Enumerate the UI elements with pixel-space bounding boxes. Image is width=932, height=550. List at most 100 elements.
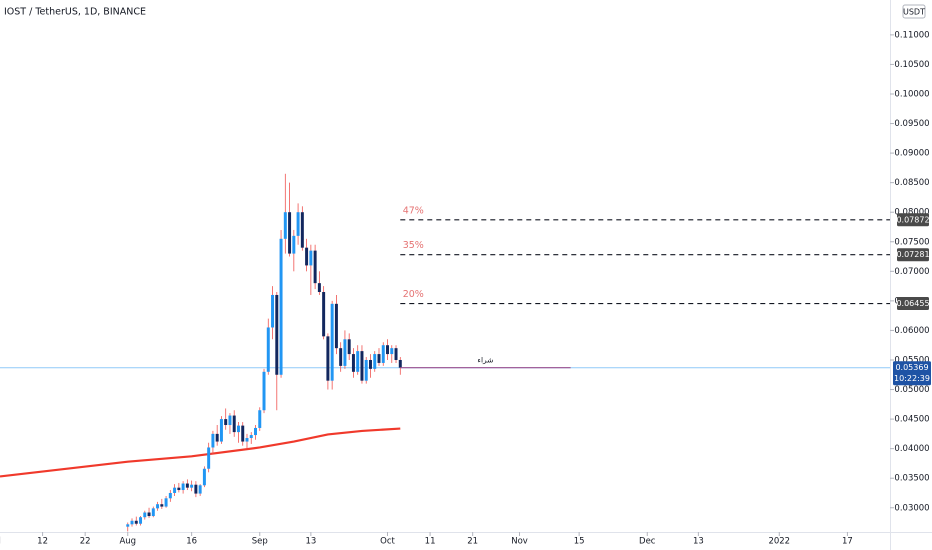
x-tick-label: 13 bbox=[305, 537, 316, 547]
candle-body bbox=[283, 212, 287, 239]
candle-body bbox=[317, 283, 321, 293]
candle-body bbox=[207, 447, 211, 469]
candle-body bbox=[262, 371, 266, 411]
x-tick-label: 22 bbox=[80, 537, 91, 547]
candle-body bbox=[288, 212, 292, 254]
level-tag bbox=[897, 213, 929, 227]
moving-average bbox=[0, 427, 401, 478]
candle-body bbox=[143, 512, 147, 518]
y-tick-label: 0.09000 bbox=[894, 149, 929, 159]
candle-body bbox=[156, 504, 160, 509]
candle-body bbox=[181, 483, 185, 491]
y-tick-label: 0.10000 bbox=[894, 89, 929, 99]
level-tag bbox=[897, 297, 929, 311]
candle-body bbox=[190, 484, 194, 488]
x-tick-label: 17 bbox=[842, 537, 853, 547]
candle-body bbox=[356, 351, 360, 372]
candle-body bbox=[160, 504, 164, 507]
y-tick-label: 0.08500 bbox=[894, 178, 929, 188]
candle-body bbox=[130, 520, 134, 525]
candle-body bbox=[398, 359, 402, 368]
candle-body bbox=[305, 247, 309, 266]
candle-body bbox=[275, 294, 279, 375]
currency-label[interactable]: USDT bbox=[903, 8, 925, 17]
x-tick-label: 11 bbox=[425, 537, 436, 547]
candle-body bbox=[351, 354, 355, 372]
candle-body bbox=[368, 359, 372, 369]
candle-body bbox=[139, 517, 143, 524]
candle-body bbox=[347, 339, 351, 355]
candle-body bbox=[236, 425, 240, 433]
candle-body bbox=[258, 410, 262, 428]
candle-body bbox=[390, 348, 394, 355]
candle-body bbox=[185, 483, 189, 488]
chart-title: IOST / TetherUS, 1D, BINANCE bbox=[4, 7, 146, 18]
x-tick-label: 13 bbox=[693, 537, 704, 547]
candle-body bbox=[168, 492, 172, 499]
candle-body bbox=[211, 433, 215, 448]
level-label: 47% bbox=[403, 205, 424, 216]
level-tag-label: 0.07281 bbox=[896, 250, 929, 259]
candle-body bbox=[292, 235, 296, 254]
candle-body bbox=[381, 345, 385, 363]
y-tick-label: 0.04000 bbox=[894, 444, 929, 454]
x-tick-label: Sep bbox=[252, 537, 268, 547]
countdown-label: 10:22:39 bbox=[894, 374, 930, 383]
y-tick-label: 0.10500 bbox=[894, 60, 929, 70]
buy-label: شراء bbox=[477, 356, 493, 365]
candle-body bbox=[215, 433, 219, 442]
y-tick-label: 0.07000 bbox=[894, 267, 929, 277]
candle-body bbox=[296, 212, 300, 236]
candle-body bbox=[241, 425, 245, 442]
candle-body bbox=[164, 498, 168, 507]
y-tick-label: 0.07500 bbox=[894, 237, 929, 247]
candle-body bbox=[313, 250, 317, 284]
y-tick-label: 0.08000 bbox=[894, 208, 929, 218]
x-tick-label: 21 bbox=[467, 537, 478, 547]
level-tag-label: 0.07872 bbox=[896, 215, 929, 224]
y-tick-label: 0.03000 bbox=[894, 503, 929, 513]
candle-body bbox=[271, 294, 275, 328]
x-tick-label: Jul bbox=[0, 537, 1, 547]
level-label: 20% bbox=[403, 289, 424, 300]
candle-body bbox=[386, 345, 390, 355]
candle-body bbox=[377, 354, 381, 363]
candle-body bbox=[300, 212, 304, 248]
last-price-label: 0.05369 bbox=[895, 363, 928, 372]
y-tick-label: 0.06000 bbox=[894, 326, 929, 336]
candle-body bbox=[232, 415, 236, 433]
currency-box[interactable] bbox=[902, 4, 926, 19]
candle-body bbox=[364, 359, 368, 381]
x-tick-label: 2022 bbox=[768, 537, 790, 547]
candle-body bbox=[173, 487, 177, 493]
candle-body bbox=[279, 238, 283, 375]
y-tick-label: 0.11000 bbox=[894, 30, 929, 40]
level-label: 35% bbox=[403, 240, 424, 251]
candle-body bbox=[322, 292, 326, 337]
candle-body bbox=[151, 508, 155, 517]
y-tick-label: 0.05500 bbox=[894, 355, 929, 365]
x-tick-label: Dec bbox=[639, 537, 656, 547]
x-tick-label: Oct bbox=[380, 537, 395, 547]
candle-body bbox=[254, 427, 257, 436]
candle-body bbox=[330, 303, 334, 381]
x-tick-label: Aug bbox=[119, 537, 136, 547]
level-tag bbox=[897, 248, 929, 262]
candle-body bbox=[394, 348, 398, 360]
candle-body bbox=[339, 348, 343, 366]
candle-body bbox=[228, 415, 232, 426]
candle-body bbox=[309, 250, 313, 266]
x-tick-label: 16 bbox=[186, 537, 197, 547]
candle-body bbox=[147, 512, 151, 517]
candle-body bbox=[249, 435, 253, 439]
candle-body bbox=[194, 484, 198, 494]
candle-body bbox=[126, 524, 130, 527]
axes: 0.03000 0.03500 0.04000 0.04500 0.05000 0.055… bbox=[0, 30, 931, 547]
y-tick-label: 0.03500 bbox=[894, 474, 929, 484]
candle-body bbox=[202, 468, 206, 486]
candle-body bbox=[343, 339, 347, 366]
plot-area: 47% 35% 20% شراء bbox=[0, 173, 890, 532]
candle-body bbox=[326, 336, 330, 381]
x-tick-label: 12 bbox=[37, 537, 48, 547]
